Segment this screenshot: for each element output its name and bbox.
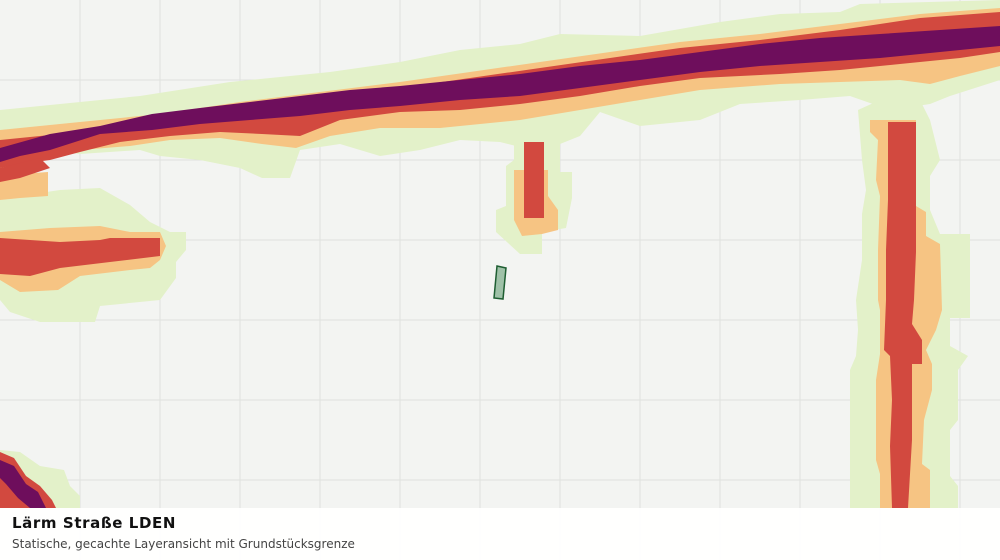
- map-subtitle: Statische, gecachte Layeransicht mit Gru…: [12, 537, 355, 551]
- noise-zone-very-high: [0, 26, 1000, 508]
- map-title: Lärm Straße LDEN: [12, 514, 177, 532]
- property-boundary[interactable]: [493, 265, 507, 300]
- map-caption: Lärm Straße LDEN Statische, gecachte Lay…: [0, 508, 1000, 560]
